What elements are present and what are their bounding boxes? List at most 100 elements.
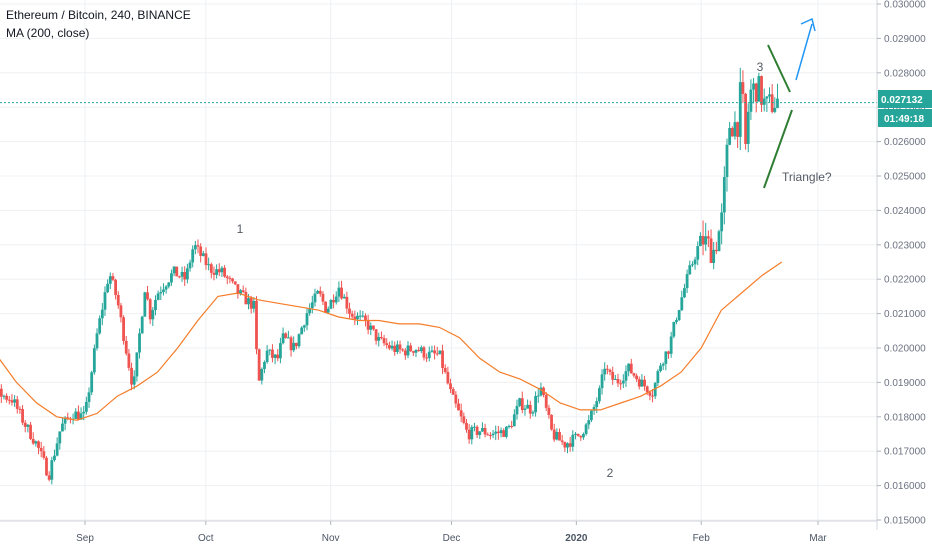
candle-body — [401, 349, 405, 351]
candle-body — [225, 276, 229, 279]
candle-body — [124, 340, 128, 354]
candle-body — [760, 76, 763, 105]
candle-body — [193, 245, 197, 250]
triangle-upper-line[interactable] — [767, 44, 791, 93]
candle-body — [730, 128, 734, 137]
candle-body — [473, 426, 476, 428]
candle-body — [579, 435, 583, 438]
candle-body — [361, 315, 365, 317]
candle-body — [241, 290, 245, 292]
candle-body — [228, 278, 232, 280]
indicator-title[interactable]: MA (200, close) — [6, 26, 90, 40]
candle-body — [348, 308, 351, 314]
candle-body — [680, 297, 684, 311]
candle-body — [507, 425, 511, 427]
candle-body — [486, 434, 490, 436]
candle-body — [587, 420, 591, 425]
candle-body — [297, 334, 301, 347]
price-tick-label: 0.028000 — [884, 68, 926, 79]
candle-body — [592, 407, 596, 411]
candle-body — [669, 336, 673, 354]
price-tick-label: 0.023000 — [884, 240, 926, 251]
candle-body — [566, 443, 569, 448]
candle-body — [534, 396, 537, 413]
candle-body — [691, 264, 694, 266]
candle-body — [616, 378, 620, 384]
candle-body — [765, 96, 769, 99]
candle-body — [475, 426, 479, 435]
candle-body — [116, 294, 120, 306]
price-tick-label: 0.030000 — [884, 0, 926, 11]
candle-body — [752, 83, 755, 90]
candle-body — [558, 431, 561, 441]
candle-body — [385, 343, 389, 346]
candle-body — [502, 430, 506, 437]
candle-body — [329, 299, 333, 309]
candle-body — [627, 363, 631, 372]
candle-body — [324, 301, 328, 313]
candle-body — [342, 296, 346, 299]
candle-body — [156, 293, 160, 300]
candle-body — [302, 325, 306, 328]
candle-body — [37, 441, 40, 448]
time-tick-label: Dec — [443, 533, 461, 544]
candle-body — [175, 266, 179, 277]
candle-body — [207, 264, 211, 266]
candle-body — [643, 379, 646, 387]
price-tick-label: 0.015000 — [884, 516, 926, 527]
arrow-shaft[interactable] — [795, 23, 813, 81]
candle-body — [249, 298, 253, 309]
candle-body — [462, 416, 466, 423]
candle-body — [465, 422, 468, 430]
candle-body — [597, 388, 601, 402]
candle-body — [659, 365, 662, 372]
candle-body — [21, 409, 24, 423]
candle-body — [380, 336, 383, 339]
candle-body — [310, 302, 314, 309]
candle-body — [159, 291, 163, 294]
candle-body — [672, 322, 676, 337]
candle-body — [571, 434, 575, 447]
price-tick-label: 0.022000 — [884, 275, 926, 286]
time-axis[interactable]: Sep Oct Nov Dec 2020 Feb Mar — [76, 521, 827, 544]
candlestick-series — [0, 67, 779, 485]
candle-body — [286, 337, 290, 339]
price-tick-label: 0.018000 — [884, 412, 926, 423]
triangle-lower-line[interactable] — [763, 109, 793, 189]
candle-body — [13, 399, 16, 403]
candle-body — [467, 429, 471, 440]
candle-body — [244, 291, 248, 305]
candle-body — [433, 350, 436, 354]
candle-body — [154, 299, 157, 311]
candle-body — [377, 336, 381, 341]
price-axis[interactable]: 0.030000 0.029000 0.028000 0.027000 0.026000… — [877, 0, 926, 527]
candle-body — [613, 378, 617, 380]
candle-body — [619, 383, 623, 385]
time-tick-label: Oct — [198, 533, 214, 544]
candle-body — [746, 111, 750, 144]
candle-body — [350, 313, 354, 317]
candle-body — [449, 383, 452, 390]
triangle-pattern[interactable] — [763, 44, 793, 189]
candle-body — [483, 427, 487, 435]
candle-body — [595, 401, 599, 408]
symbol-title[interactable]: Ethereum / Bitcoin, 240, BINANCE — [6, 8, 191, 22]
candle-body — [667, 351, 670, 354]
candle-body — [233, 281, 237, 285]
candle-body — [706, 236, 710, 239]
breakout-arrow[interactable] — [795, 17, 816, 81]
candle-body — [2, 395, 6, 397]
time-tick-label: Mar — [809, 533, 827, 544]
candle-body — [284, 333, 288, 338]
candle-body — [427, 351, 431, 359]
candle-body — [135, 352, 139, 377]
candle-body — [279, 343, 282, 359]
candle-body — [23, 422, 27, 427]
candle-body — [491, 433, 495, 436]
wave-3-label: 3 — [757, 60, 764, 74]
candle-body — [395, 344, 399, 353]
candle-body — [536, 395, 540, 397]
candle-body — [132, 376, 136, 385]
candle-body — [645, 386, 649, 393]
